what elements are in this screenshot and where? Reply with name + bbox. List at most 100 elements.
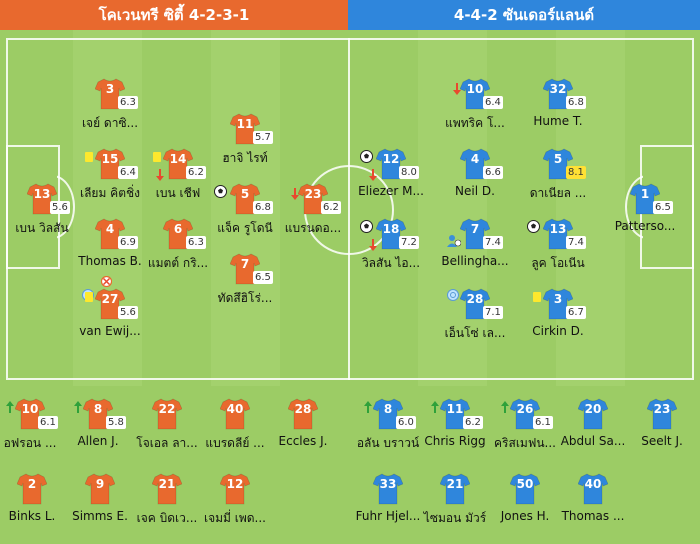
- substitution-off-icon: [452, 80, 462, 95]
- away-player-11[interactable]: 11 6.2 Chris Rigg: [410, 398, 500, 462]
- home-player-28[interactable]: 28 Eccles J.: [258, 398, 348, 462]
- player-name: แบรนดอ...: [284, 221, 342, 235]
- jersey-number: 3: [553, 292, 563, 306]
- home-player-10[interactable]: 10 6.1 อฟรอน ...: [0, 398, 75, 462]
- jersey-number: 21: [158, 477, 176, 491]
- home-player-40[interactable]: 40 แบรดลีย์ ...: [190, 398, 280, 462]
- jersey-icon: [163, 218, 193, 250]
- away-player-32[interactable]: 32 6.8 Hume T.: [513, 78, 603, 142]
- player-rating: 7.1: [483, 306, 503, 319]
- home-player-21[interactable]: 21 เจค บิดเว...: [122, 473, 212, 537]
- home-team-formation[interactable]: โคเวนทรี ซิตี้ 4-2-3-1: [0, 0, 348, 30]
- home-player-7[interactable]: 7 6.5 ทัดสึฮิโร่...: [200, 253, 290, 317]
- player-rating: 5.7: [253, 131, 273, 144]
- away-player-12[interactable]: 12 8.0 Eliezer M...: [346, 148, 436, 212]
- jersey-number: 28: [294, 402, 312, 416]
- away-player-3[interactable]: 3 6.7 Cirkin D.: [513, 288, 603, 352]
- away-player-13[interactable]: 13 7.4 ลูค โอเนีน: [513, 218, 603, 282]
- player-name: Seelt J.: [641, 434, 683, 448]
- player-name: แพทริค โ...: [445, 116, 505, 130]
- away-team-formation[interactable]: 4-4-2 ซันเดอร์แลนด์: [348, 0, 700, 30]
- player-name: Hume T.: [533, 114, 583, 128]
- jersey-number: 21: [446, 477, 464, 491]
- player-name: โจเอล ลา...: [136, 436, 198, 450]
- jersey-icon: [578, 473, 608, 505]
- jersey-icon: [460, 148, 490, 180]
- jersey-icon: [510, 473, 540, 505]
- away-player-50[interactable]: 50 Jones H.: [480, 473, 570, 537]
- player-name: แมตต์ กริ...: [147, 256, 209, 270]
- player-rating: 6.2: [186, 166, 206, 179]
- away-player-26[interactable]: 26 6.1 คริสเมฟน...: [480, 398, 570, 462]
- away-player-28[interactable]: 28 7.1 เอ็นโซ่ เล...: [430, 288, 520, 352]
- jersey-number: 6: [173, 222, 183, 236]
- jersey-icon: [298, 183, 328, 215]
- home-player-15[interactable]: 15 6.4 เลียม คิตชิ่ง: [65, 148, 155, 212]
- jersey-icon: [460, 218, 490, 250]
- substitution-off-icon: [290, 185, 300, 200]
- home-player-2[interactable]: 2 Binks L.: [0, 473, 77, 537]
- player-rating: 6.9: [118, 236, 138, 249]
- jersey-icon: [647, 398, 677, 430]
- player-name: อฟรอน ...: [3, 436, 57, 450]
- jersey-number: 12: [382, 152, 400, 166]
- home-player-13[interactable]: 13 5.6 เบน วิลสัน: [0, 183, 87, 247]
- home-player-8[interactable]: 8 5.8 Allen J.: [53, 398, 143, 462]
- jersey-icon: [543, 218, 573, 250]
- jersey-icon: [95, 148, 125, 180]
- player-rating: 8.0: [399, 166, 419, 179]
- jersey-number: 13: [33, 187, 51, 201]
- home-player-23[interactable]: 23 6.2 แบรนดอ...: [268, 183, 358, 247]
- jersey-number: 8: [93, 402, 103, 416]
- away-player-8[interactable]: 8 6.0 อลัน บราวน์: [343, 398, 433, 462]
- player-rating: 6.4: [118, 166, 138, 179]
- jersey-number: 10: [21, 402, 39, 416]
- player-name: Allen J.: [77, 434, 119, 448]
- jersey-icon: [95, 288, 125, 320]
- player-name: Fuhr Hjel...: [355, 509, 421, 523]
- home-player-11[interactable]: 11 5.7 ฮาจิ ไรท์: [200, 113, 290, 177]
- away-player-5[interactable]: 5 8.1 ดาเนียล ...: [513, 148, 603, 212]
- jersey-icon: [460, 288, 490, 320]
- jersey-number: 2: [27, 477, 37, 491]
- home-player-5[interactable]: 5 6.8 แจ็ค รูโดนี: [200, 183, 290, 247]
- player-rating: 6.4: [483, 96, 503, 109]
- player-rating: 6.2: [321, 201, 341, 214]
- substitution-on-icon: [500, 398, 510, 413]
- away-player-7[interactable]: 7 7.4 Bellingha...: [430, 218, 520, 282]
- jersey-number: 26: [516, 402, 534, 416]
- goal-icon: [360, 218, 373, 233]
- yellow-card-icon: [533, 292, 541, 302]
- home-player-4[interactable]: 4 6.9 Thomas B.: [65, 218, 155, 282]
- jersey-number: 40: [226, 402, 244, 416]
- away-player-18[interactable]: 18 7.2 วิลสัน ไอ...: [346, 218, 436, 282]
- home-player-22[interactable]: 22 โจเอล ลา...: [122, 398, 212, 462]
- jersey-icon: [85, 473, 115, 505]
- player-name: Patterso...: [614, 219, 676, 233]
- away-player-4[interactable]: 4 6.6 Neil D.: [430, 148, 520, 212]
- home-player-6[interactable]: 6 6.3 แมตต์ กริ...: [133, 218, 223, 282]
- home-player-12[interactable]: 12 เจมมี่ เพด...: [190, 473, 280, 537]
- home-player-27[interactable]: 27 5.6 van Ewij...: [65, 275, 155, 352]
- away-player-21[interactable]: 21 ไซมอน มัวร์: [410, 473, 500, 537]
- player-rating: 6.0: [396, 416, 416, 429]
- player-name: Abdul Sa...: [560, 434, 626, 448]
- jersey-number: 40: [584, 477, 602, 491]
- away-player-40[interactable]: 40 Thomas ...: [548, 473, 638, 537]
- home-player-14[interactable]: 14 6.2 เบน เชีฟ: [133, 148, 223, 212]
- jersey-icon: [230, 183, 260, 215]
- player-rating: 6.7: [566, 306, 586, 319]
- player-rating: 6.1: [533, 416, 553, 429]
- substitution-on-icon: [5, 398, 15, 413]
- home-player-9[interactable]: 9 Simms E.: [55, 473, 145, 537]
- player-name: เอ็นโซ่ เล...: [444, 326, 506, 340]
- away-player-20[interactable]: 20 Abdul Sa...: [548, 398, 638, 462]
- away-player-10[interactable]: 10 6.4 แพทริค โ...: [430, 78, 520, 142]
- home-player-3[interactable]: 3 6.3 เจย์ ดาซิ...: [65, 78, 155, 142]
- away-player-33[interactable]: 33 Fuhr Hjel...: [343, 473, 433, 537]
- substitution-off-icon: [368, 236, 378, 251]
- player-name: แจ็ค รูโดนี: [217, 221, 273, 235]
- player-name: คริสเมฟน...: [494, 436, 556, 450]
- away-player-23[interactable]: 23 Seelt J.: [617, 398, 700, 462]
- away-player-1[interactable]: 1 6.5 Patterso...: [600, 183, 690, 247]
